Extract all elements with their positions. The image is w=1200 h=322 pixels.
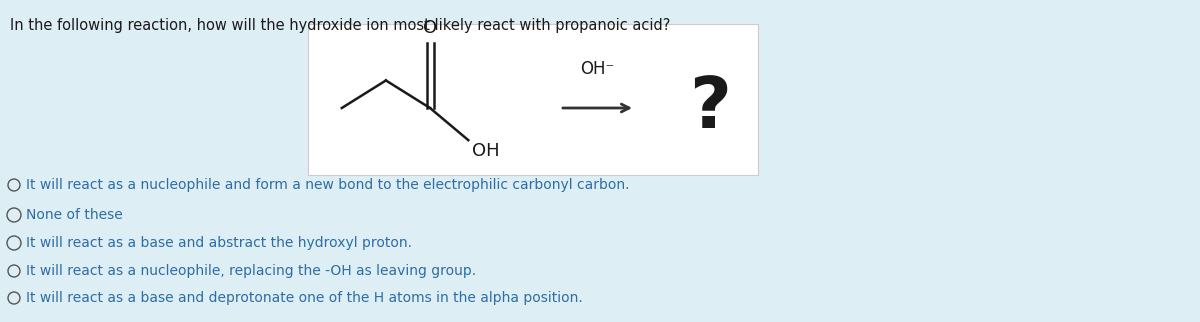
Text: It will react as a nucleophile and form a new bond to the electrophilic carbonyl: It will react as a nucleophile and form … (26, 178, 630, 192)
Text: O: O (422, 19, 437, 37)
Text: It will react as a nucleophile, replacing the -OH as leaving group.: It will react as a nucleophile, replacin… (26, 264, 476, 278)
Text: It will react as a base and abstract the hydroxyl proton.: It will react as a base and abstract the… (26, 236, 412, 250)
Text: In the following reaction, how will the hydroxide ion most likely react with pro: In the following reaction, how will the … (10, 18, 671, 33)
Text: ?: ? (689, 73, 731, 143)
Text: OH: OH (473, 142, 500, 160)
Text: None of these: None of these (26, 208, 122, 222)
FancyBboxPatch shape (308, 24, 758, 175)
Text: It will react as a base and deprotonate one of the H atoms in the alpha position: It will react as a base and deprotonate … (26, 291, 583, 305)
Text: OH⁻: OH⁻ (581, 60, 614, 78)
